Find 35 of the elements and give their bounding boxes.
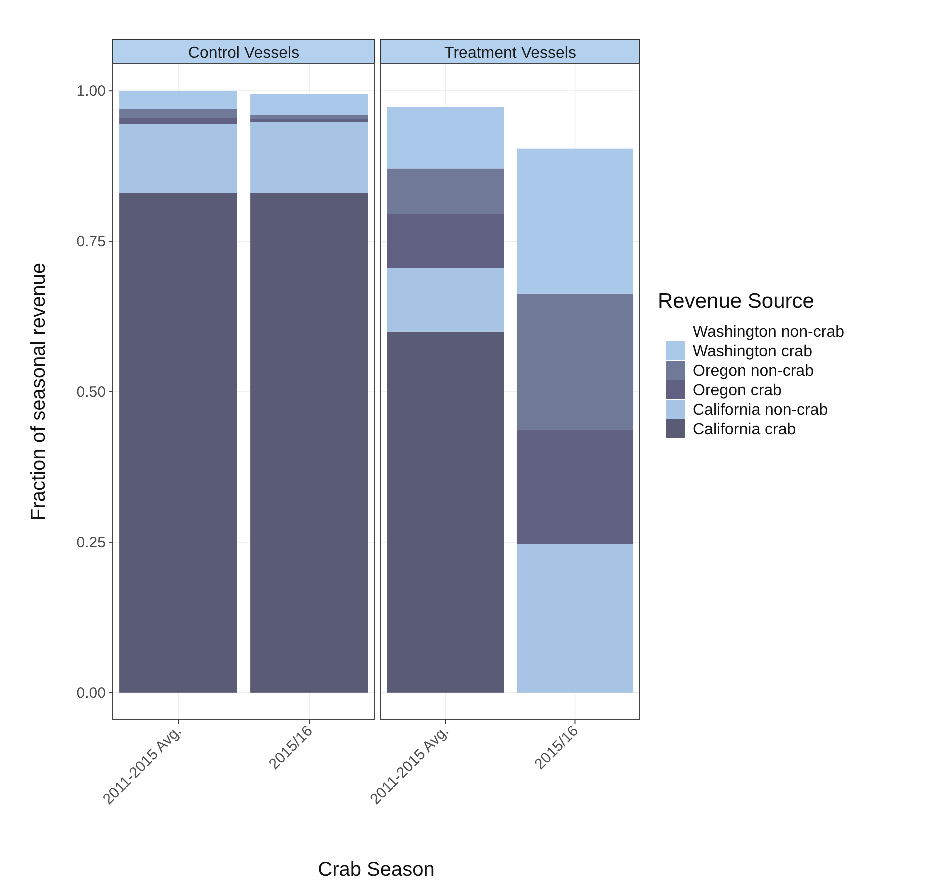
y-tick-label: 0.00: [76, 684, 106, 702]
legend-label: California non-crab: [693, 402, 828, 419]
bar: [387, 214, 504, 268]
bar: [250, 115, 368, 120]
bar: [120, 109, 238, 118]
y-tick-label: 0.50: [76, 384, 106, 401]
bar: [387, 332, 504, 693]
bar: [250, 119, 368, 122]
bar: [250, 94, 368, 116]
bar: [387, 168, 504, 214]
chart-title: Treatment Vessels: [444, 45, 576, 62]
bar: [250, 193, 368, 693]
bar: [516, 294, 634, 431]
bar: [120, 193, 238, 693]
bar: [120, 124, 238, 194]
y-tick-label: 0.75: [76, 234, 106, 251]
y-tick-label: 1.00: [76, 83, 106, 100]
legend-label: Washington crab: [693, 344, 813, 360]
bar: [516, 148, 634, 294]
bar: [250, 122, 368, 194]
legend-label: Oregon crab: [693, 382, 782, 400]
chart-title: Control Vessels: [188, 45, 300, 62]
y-axis-title: Fraction of seasonal revenue: [28, 263, 50, 521]
bar: [387, 107, 504, 169]
legend-title: Revenue Source: [658, 290, 814, 313]
bar: [516, 430, 634, 544]
legend-label: Oregon non-crab: [693, 363, 814, 380]
bar: [387, 268, 504, 332]
legend-label: California crab: [693, 422, 796, 438]
bar: [516, 544, 634, 693]
bar: [120, 91, 238, 110]
x-axis-title: Crab Season: [318, 859, 435, 881]
bar: [120, 118, 238, 124]
text: Washington non-crab: [693, 324, 845, 341]
y-tick-label: 0.25: [76, 534, 106, 552]
